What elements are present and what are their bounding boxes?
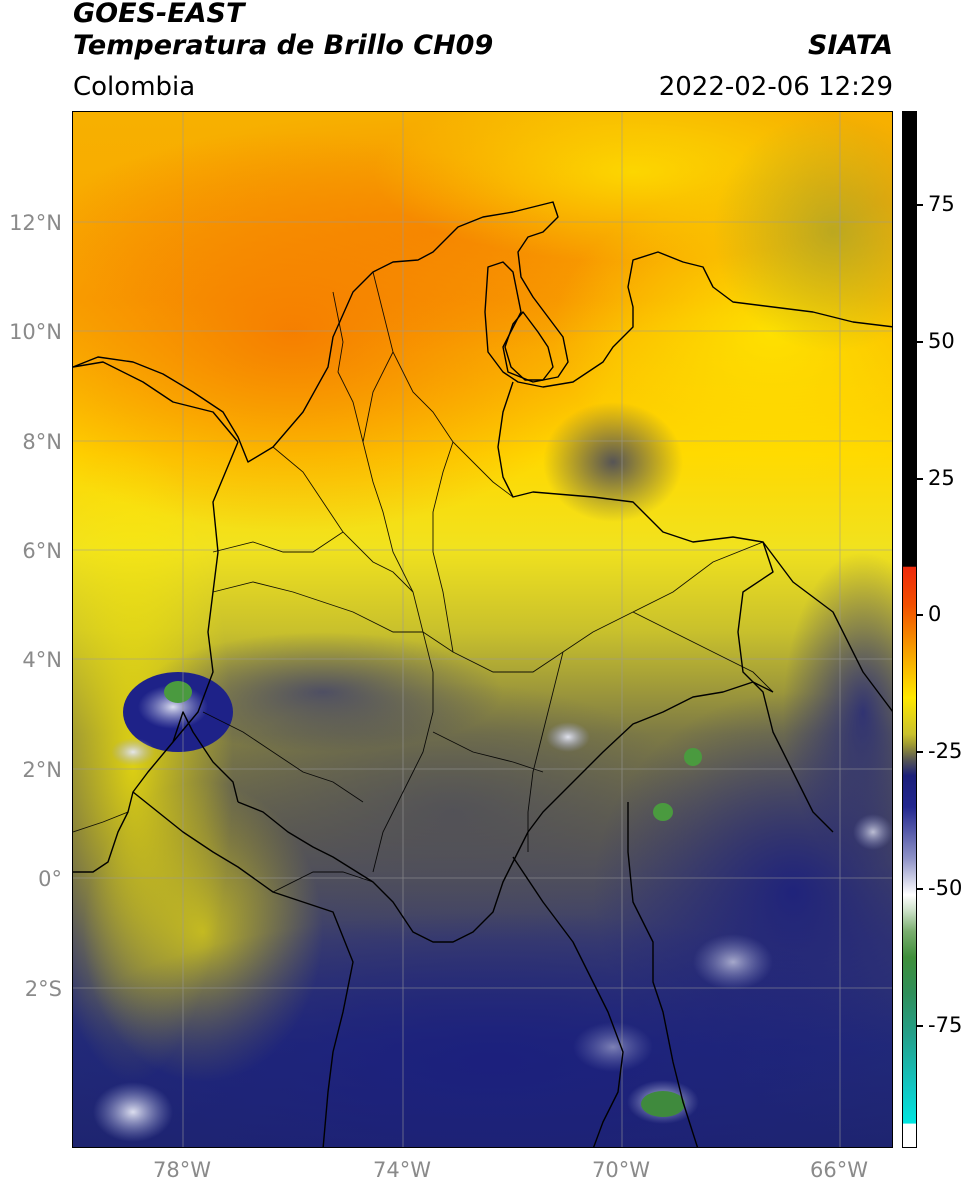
- colorbar-tick-minus50: [917, 888, 923, 890]
- cold-top-sw: [93, 1082, 173, 1142]
- cold-top-far-east: [853, 814, 892, 850]
- colorbar-label-75: 75: [928, 192, 955, 216]
- colorbar-label-50: 50: [928, 329, 955, 353]
- colorbar-tick-minus25: [917, 751, 923, 753]
- lon-label-78w: 78°W: [153, 1158, 211, 1182]
- department-borders: [73, 271, 774, 893]
- colorbar-label-0: 0: [928, 602, 942, 626]
- lat-label-2n: 2°N: [22, 758, 62, 782]
- chart-title: GOES-EAST Temperatura de Brillo CH09: [73, 0, 493, 62]
- colorbar-tick-0: [917, 614, 923, 616]
- product-name: Temperatura de Brillo CH09: [73, 30, 494, 61]
- lat-label-10n: 10°N: [9, 320, 62, 344]
- cold-top-south-2: [573, 1022, 653, 1072]
- cold-top-se: [693, 934, 773, 990]
- colorbar-tick-minus75: [917, 1025, 923, 1027]
- lat-label-0: 0°: [38, 867, 62, 891]
- source-label: SIATA: [807, 30, 893, 61]
- cold-core-east-2: [653, 803, 673, 821]
- very-cold-core-pacific: [164, 681, 192, 703]
- lat-label-2s: 2°S: [24, 977, 62, 1001]
- country-borders: [73, 201, 892, 1147]
- datetime-label: 2022-02-06 12:29: [658, 72, 893, 102]
- region-label: Colombia: [73, 72, 196, 102]
- navy-region-far-east: [783, 552, 892, 872]
- gray-cell-lake: [543, 402, 683, 522]
- colorbar-tick-75: [917, 204, 923, 206]
- colorbar: [902, 111, 917, 1148]
- colorbar-label-minus75: -75: [928, 1013, 963, 1037]
- gridlines: [73, 112, 892, 1147]
- lon-label-74w: 74°W: [373, 1158, 431, 1182]
- map-canvas: [73, 112, 892, 1147]
- colorbar-canvas: [903, 112, 916, 1147]
- colorbar-label-minus50: -50: [928, 876, 963, 900]
- colorbar-tick-50: [917, 341, 923, 343]
- satellite-map: [72, 111, 893, 1148]
- cold-top-center: [546, 722, 590, 752]
- lat-label-6n: 6°N: [22, 539, 62, 563]
- colorbar-label-minus25: -25: [928, 739, 963, 763]
- colorbar-tick-25: [917, 478, 923, 480]
- lon-label-70w: 70°W: [592, 1158, 650, 1182]
- lat-label-4n: 4°N: [22, 648, 62, 672]
- cold-core-east: [684, 748, 702, 766]
- lat-label-12n: 12°N: [9, 211, 62, 235]
- cold-top-pacific-2: [111, 738, 155, 766]
- lon-label-66w: 66°W: [810, 1158, 868, 1182]
- navy-band-andes: [143, 632, 503, 752]
- colorbar-label-25: 25: [928, 466, 955, 490]
- colorbar-fill: [903, 112, 916, 1147]
- lat-label-8n: 8°N: [22, 430, 62, 454]
- very-cold-core-south: [641, 1091, 685, 1117]
- satellite-name: GOES-EAST: [73, 0, 245, 29]
- olive-region-ne: [713, 112, 892, 352]
